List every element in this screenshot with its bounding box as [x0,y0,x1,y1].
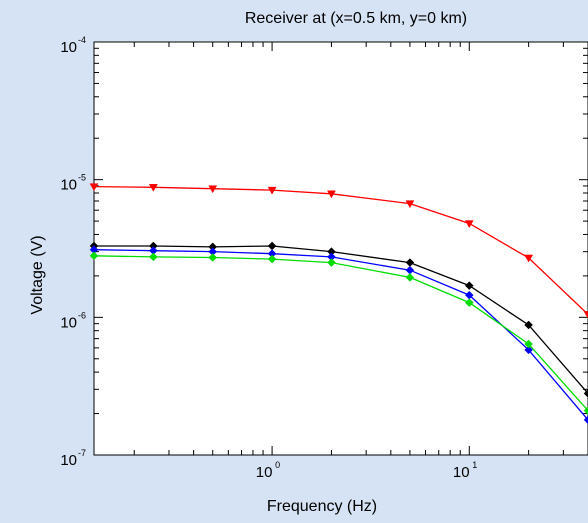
axis-ticks: 10 0 10 110 -410 -510 -610 -7 [60,35,588,481]
series-4 [89,251,588,415]
data-point-marker [524,254,534,263]
x-tick-label-base: 10 [256,464,273,481]
y-tick-label-exponent: -4 [78,35,86,45]
data-point-marker [149,252,158,262]
y-tick-label-base: 10 [60,177,77,194]
x-tick-label-exponent: 1 [472,460,477,470]
data-point-marker [464,298,474,307]
data-point-marker [405,200,415,209]
data-point-marker [464,220,474,229]
y-tick-label-exponent: -6 [78,310,86,320]
series-2 [89,241,588,398]
series-layer [89,183,588,425]
data-point-marker [583,415,588,425]
chart-title: Receiver at (x=0.5 km, y=0 km) [245,10,467,27]
plot-area [93,41,588,456]
data-point-marker [208,185,218,194]
data-point-marker [148,184,158,192]
y-tick-label-base: 10 [60,452,77,469]
series-3 [89,245,588,425]
series-1 [89,183,588,319]
data-point-marker [208,253,218,262]
data-point-marker [267,186,277,195]
y-tick-label-exponent: -5 [78,173,86,183]
data-point-marker [583,311,588,319]
x-tick-label-base: 10 [453,464,470,481]
data-point-marker [267,254,277,264]
x-tick-label-exponent: 0 [275,460,280,470]
data-point-marker [327,258,336,267]
data-point-marker [327,190,336,199]
y-tick-label-base: 10 [60,39,77,56]
data-point-marker [583,406,588,415]
data-point-marker [89,183,99,192]
y-tick-label-base: 10 [60,314,77,331]
data-point-marker [89,251,99,261]
x-axis-label: Frequency (Hz) [267,498,377,515]
data-point-marker [583,389,588,398]
y-axis-label: Voltage (V) [29,235,46,314]
data-point-marker [524,339,533,349]
data-point-marker [524,345,533,355]
data-point-marker [524,320,533,330]
data-point-marker [405,273,415,282]
y-tick-label-exponent: -7 [78,448,86,458]
data-point-marker [464,281,474,290]
